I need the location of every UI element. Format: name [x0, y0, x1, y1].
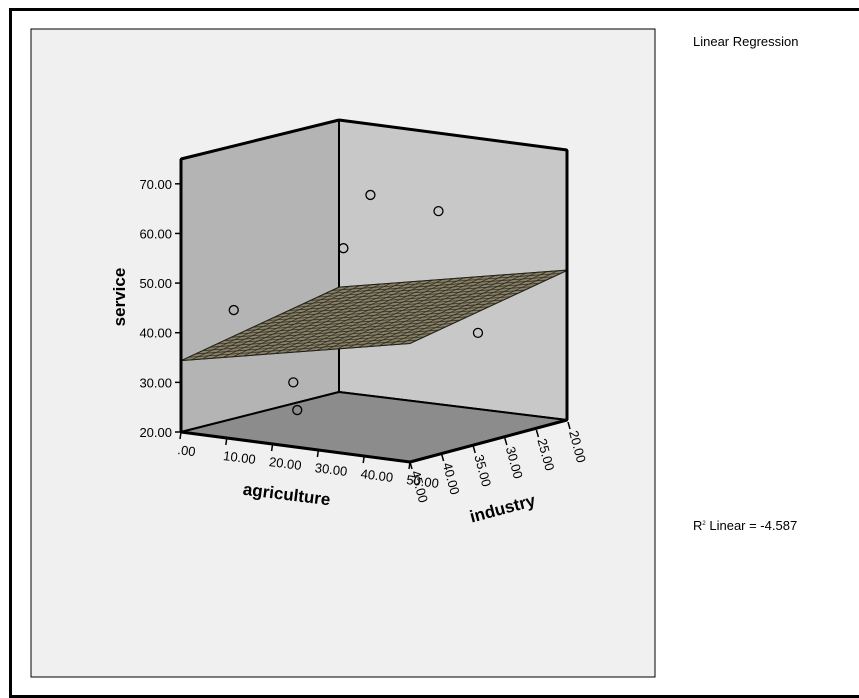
plane-grid-line: [389, 271, 548, 346]
points-in-front-of-plane: [228, 189, 444, 316]
plane-grid-line: [357, 273, 517, 348]
plane-grid-line: [305, 277, 465, 352]
x-tick-label: 40.00: [360, 466, 394, 485]
x-tick-label: 10.00: [222, 448, 256, 467]
y-tick-label: 60.00: [139, 226, 172, 241]
plane-grid-line: [368, 272, 527, 347]
r2-superscript: 2: [702, 521, 706, 527]
right-wall: [338, 118, 568, 422]
plane-grid-line: [195, 336, 425, 355]
z-tick-mark: [567, 421, 571, 430]
data-point: [292, 404, 303, 416]
legend-title: Linear Regression: [693, 34, 799, 49]
x-tick-mark: [270, 443, 274, 452]
plane-grid-line: [180, 343, 411, 361]
r2-label: R2 Linear = -4.587: [693, 518, 797, 533]
y-tick-label: 50.00: [139, 276, 172, 291]
data-point: [433, 205, 444, 217]
x-tick-label: .00: [177, 442, 197, 459]
x-tick-label: 50.00: [406, 472, 440, 491]
plane-grid-line: [238, 316, 468, 335]
y-tick-label: 20.00: [139, 425, 172, 440]
plane-grid-line: [252, 309, 482, 328]
plane-grid-line: [326, 275, 485, 351]
y-tick-label: 30.00: [139, 375, 172, 390]
z-tick-mark: [440, 453, 445, 462]
x-tick-label: 30.00: [314, 460, 348, 479]
plane-grid-line: [188, 339, 418, 358]
plane-grid-line: [259, 306, 490, 325]
plane-grid-line: [245, 313, 475, 331]
back-wall: [180, 118, 340, 434]
data-point: [228, 304, 239, 316]
y-axis-label: service: [110, 268, 129, 327]
z-tick-mark: [535, 429, 540, 438]
plane-grid-line: [224, 323, 454, 341]
data-point: [472, 327, 484, 339]
z-tick-mark: [409, 461, 413, 470]
data-point: [365, 189, 376, 201]
data-point: [338, 243, 349, 254]
plane-grid-line: [399, 270, 558, 345]
x-tick-label: 20.00: [268, 454, 302, 473]
z-tick-mark: [472, 445, 476, 454]
r2-value: Linear = -4.587: [709, 518, 798, 533]
plane-grid-line: [231, 319, 461, 338]
points-behind-plane: [288, 327, 484, 416]
plane-grid-line: [316, 276, 475, 351]
r2-prefix: R: [693, 518, 703, 533]
y-tick-label: 40.00: [139, 326, 172, 341]
plane-grid-line: [202, 333, 432, 351]
x-tick-mark: [362, 455, 365, 464]
x-tick-mark: [225, 437, 228, 446]
z-tick-mark: [504, 437, 508, 446]
x-tick-mark: [316, 449, 320, 458]
x-axis-ticks: .00 10.00 20.00 30.00 40.00 50.00: [177, 431, 440, 491]
plane-grid-line: [336, 275, 496, 350]
plane-grid-line: [409, 269, 569, 344]
plane-grid-line: [347, 274, 506, 349]
y-tick-label: 70.00: [139, 177, 172, 192]
x-tick-mark: [179, 431, 182, 440]
plane-grid-line: [209, 329, 439, 348]
axis-lines: [179, 118, 569, 464]
plane-grid-line: [378, 272, 537, 347]
data-point: [288, 377, 299, 388]
y-axis-ticks: 20.00 30.00 40.00 50.00 60.00 70.00: [139, 177, 181, 440]
plane-grid-line: [216, 326, 446, 345]
